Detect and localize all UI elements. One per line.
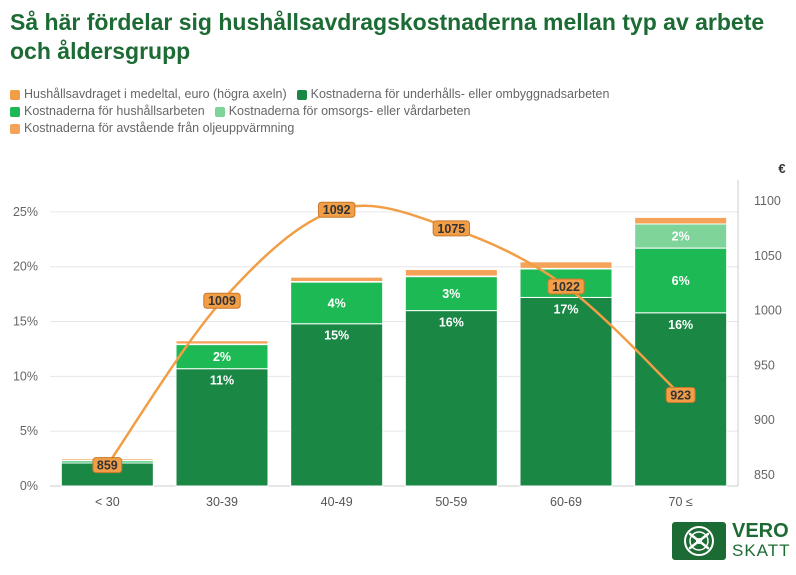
bar-label-renovation: 17% <box>553 302 578 316</box>
bar-label-renovation: 11% <box>210 374 234 388</box>
stacked-bar-line-chart: 0% 5% 10% 15% 20% 25% 850 900 950 1000 1050 1100 € < … <box>13 161 786 509</box>
y-left-tick-label: 0% <box>20 479 38 493</box>
avg-deduction-point <box>665 387 696 404</box>
avg-deduction-point <box>203 292 241 309</box>
legend-item-oil-heating[interactable]: Kostnaderna för avstående från oljeuppvä… <box>10 120 294 137</box>
bar-label-care: 2% <box>672 230 690 244</box>
legend-swatch-avg <box>10 89 20 100</box>
avg-deduction-point <box>432 220 471 237</box>
legend-label-renovation: Kostnaderna för underhålls- eller ombygg… <box>310 87 610 101</box>
x-tick-label: < 30 <box>95 495 120 509</box>
y-left-tick-label: 10% <box>13 369 38 383</box>
legend-item-care[interactable]: Kostnaderna för omsorgs- eller vårdarbet… <box>214 103 471 120</box>
x-tick-label: 50-59 <box>435 495 467 509</box>
avg-deduction-label: 1075 <box>437 222 465 236</box>
bar-oil-heating <box>634 216 728 225</box>
y-right-tick-label: 950 <box>754 358 775 372</box>
bar-household <box>634 247 728 314</box>
chart-title: Så här fördelar sig hushållsavdragskostn… <box>10 9 765 64</box>
avg-deduction-point <box>317 201 356 218</box>
bar-oil-heating <box>290 276 384 283</box>
y-left-tick-label: 5% <box>20 424 38 438</box>
bar-label-household: 6% <box>672 274 690 288</box>
legend-label-oil: Kostnaderna för avstående från oljeuppvä… <box>24 121 295 135</box>
legend-row-1: Hushållsavdraget i medeltal, euro (högra… <box>10 86 790 103</box>
legend-swatch-oil <box>10 123 20 134</box>
avg-deduction-label: 1092 <box>323 203 351 217</box>
legend-swatch-household <box>10 106 20 117</box>
x-tick-label: 70 ≤ <box>669 495 693 509</box>
y-right-tick-label: 1000 <box>754 304 782 318</box>
avg-deduction-point <box>547 278 585 295</box>
legend-row-2: Kostnaderna för hushållsarbeten Kostnade… <box>10 103 790 120</box>
avg-deduction-label: 1009 <box>208 294 236 308</box>
legend-item-renovation[interactable]: Kostnaderna för underhålls- eller ombygg… <box>296 86 610 103</box>
y-right-tick-label: 1050 <box>754 249 782 263</box>
avg-deduction-label: 923 <box>670 389 691 403</box>
legend-swatch-care <box>214 106 225 117</box>
legend-label-household: Kostnaderna för hushållsarbeten <box>24 104 205 118</box>
vero-emblem-icon <box>672 522 726 560</box>
x-tick-label: 40-49 <box>321 495 353 509</box>
legend-label-avg: Hushållsavdraget i medeltal, euro (högra… <box>24 87 287 101</box>
legend-label-care: Kostnaderna för omsorgs- eller vårdarbet… <box>228 104 471 118</box>
avg-deduction-line <box>106 204 682 466</box>
bar-label-household: 3% <box>442 287 460 301</box>
avg-deduction-label: 1022 <box>552 280 580 294</box>
y-right-unit: € <box>778 161 785 176</box>
legend: Hushållsavdraget i medeltal, euro (högra… <box>10 86 790 137</box>
legend-item-household[interactable]: Kostnaderna för hushållsarbeten <box>10 103 205 120</box>
avg-deduction-point <box>92 457 123 474</box>
y-left-tick-label: 15% <box>13 315 38 329</box>
legend-swatch-renovation <box>296 89 307 100</box>
y-right-tick-label: 900 <box>754 413 775 427</box>
bar-label-renovation: 16% <box>439 316 464 330</box>
logo-line-1: VERO <box>732 520 789 542</box>
logo-line-2: SKATT <box>732 541 791 560</box>
bar-oil-heating <box>519 261 613 269</box>
x-tick-label: 60-69 <box>550 495 582 509</box>
logo-text: VERO SKATT <box>732 520 791 560</box>
vero-skatt-logo: VERO SKATT <box>672 520 791 560</box>
legend-item-avg-deduction[interactable]: Hushållsavdraget i medeltal, euro (högra… <box>10 86 287 103</box>
y-right-tick-label: 1100 <box>754 194 781 208</box>
bar-label-renovation: 15% <box>324 329 349 343</box>
bar-label-household: 4% <box>328 296 346 310</box>
y-left-tick-label: 25% <box>13 205 38 219</box>
bar-label-renovation: 16% <box>668 318 693 332</box>
bar-renovation <box>290 323 384 487</box>
bar-renovation <box>519 296 613 487</box>
bar-renovation <box>175 368 269 487</box>
bar-care <box>634 223 728 249</box>
y-left-tick-label: 20% <box>13 260 38 274</box>
bar-renovation <box>404 310 498 487</box>
avg-deduction-label: 859 <box>97 459 118 473</box>
bar-oil-heating <box>175 340 269 345</box>
bar-household <box>290 281 384 325</box>
bar-household <box>404 276 498 312</box>
y-right-tick-label: 850 <box>754 468 775 482</box>
bar-label-household: 2% <box>213 350 231 364</box>
bar-oil-heating <box>404 268 498 277</box>
x-tick-label: 30-39 <box>206 495 238 509</box>
legend-row-3: Kostnaderna för avstående från oljeuppvä… <box>10 120 790 137</box>
